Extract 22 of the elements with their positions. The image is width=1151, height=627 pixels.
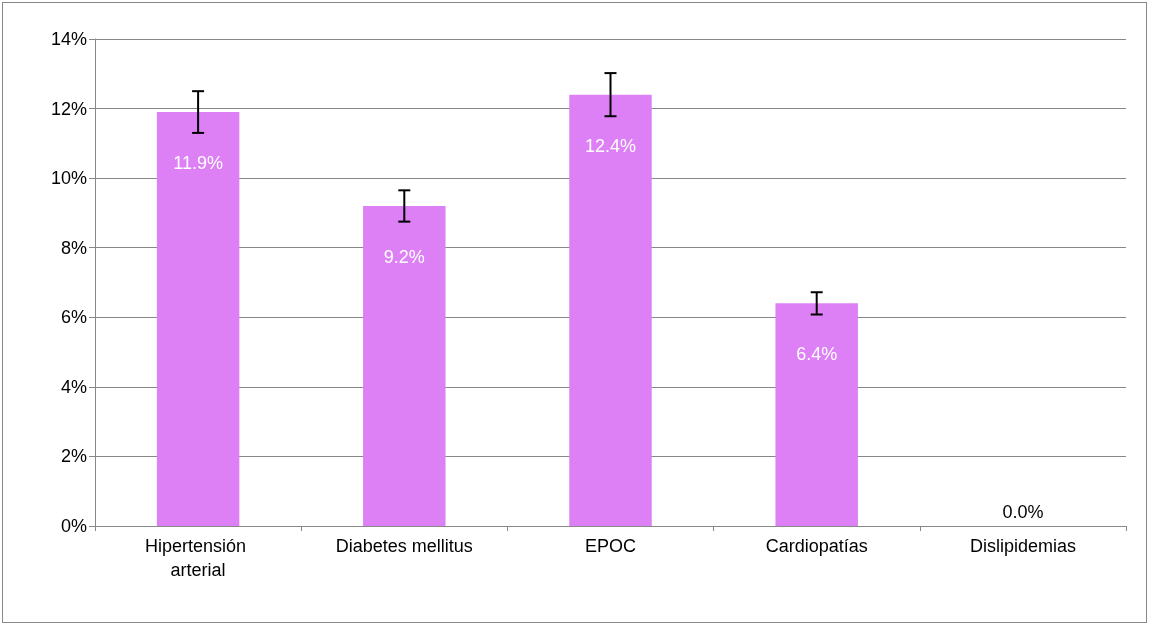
y-tick-label: 14% [50, 29, 87, 49]
y-tick-label: 8% [60, 237, 87, 258]
y-tick-label: 0% [60, 516, 87, 536]
y-tick-label: 10% [50, 168, 87, 189]
x-tick-label: Diabetes mellitus [335, 536, 473, 556]
x-tick-label: Cardiopatías [765, 536, 868, 556]
data-label: 9.2% [383, 246, 425, 267]
y-tick-label: 6% [60, 307, 87, 328]
y-tick-label: 2% [60, 446, 87, 467]
y-tick-label: 12% [50, 98, 87, 119]
data-label: 12.4% [584, 135, 637, 156]
bar [156, 112, 240, 526]
data-label: 0.0% [1002, 502, 1044, 522]
bar [363, 205, 446, 526]
data-label: 6.4% [796, 344, 838, 365]
y-tick-label: 4% [60, 376, 87, 397]
bar [569, 94, 652, 526]
x-tick-label: Dislipidemias [969, 536, 1076, 556]
data-label: 11.9% [173, 153, 223, 174]
bar [775, 303, 858, 526]
x-tick-label: EPOC [584, 536, 637, 556]
x-tick-label: Hipertensión arterial [145, 536, 252, 580]
